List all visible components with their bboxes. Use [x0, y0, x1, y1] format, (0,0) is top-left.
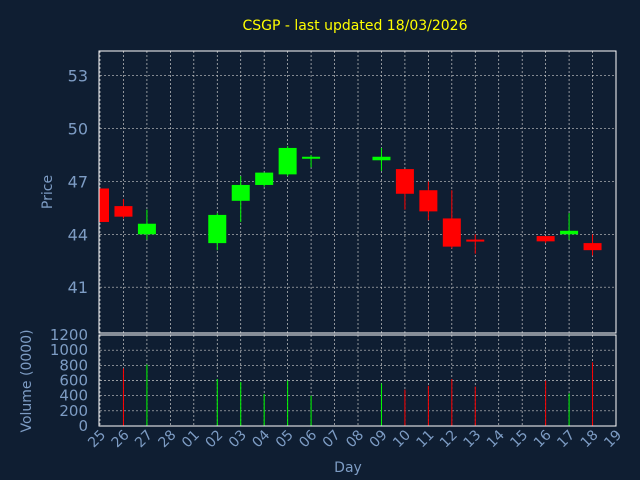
price-grid [99, 51, 617, 333]
x-tick-label: 14 [484, 427, 508, 451]
chart-title: CSGP - last updated 18/03/2026 [243, 18, 468, 34]
price-panel: 41 44 47 50 53 Price [40, 50, 617, 334]
x-tick-label: 07 [320, 427, 344, 451]
candle-body [302, 156, 321, 159]
x-tick-label: 12 [437, 427, 461, 451]
x-tick-label: 13 [460, 427, 484, 451]
candles [99, 146, 602, 256]
candle-body [278, 147, 297, 175]
candle-body [560, 230, 579, 235]
price-tick-label: 50 [68, 120, 88, 139]
candle-body [372, 156, 391, 161]
price-tick-label: 53 [68, 67, 88, 86]
volume-tick-label: 200 [59, 402, 88, 420]
x-axis-ticks: 25 26 27 28 01 02 03 04 05 06 07 08 09 10 11 12 13 14 15 16… [85, 427, 625, 451]
candle-body [231, 184, 250, 201]
x-tick-label: 19 [601, 427, 625, 451]
x-tick-label: 09 [367, 427, 391, 451]
x-tick-label: 03 [226, 427, 250, 451]
x-tick-label: 05 [273, 427, 297, 451]
candle-body [536, 236, 555, 242]
volume-frame [98, 334, 617, 427]
x-tick-label: 26 [109, 427, 133, 451]
x-tick-label: 28 [156, 427, 180, 451]
volume-axis-label: Volume (0000) [19, 329, 35, 432]
volume-tick-label: 800 [59, 356, 88, 374]
volume-tick-label: 400 [59, 387, 88, 405]
x-axis-label: Day [334, 460, 362, 476]
candle-body [419, 190, 438, 212]
x-tick-label: 16 [531, 427, 555, 451]
x-tick-label: 08 [343, 427, 367, 451]
price-y-ticks: 41 44 47 50 53 [68, 67, 88, 297]
price-tick-label: 44 [68, 225, 88, 244]
candle-body [466, 239, 485, 242]
price-axis-label: Price [40, 175, 56, 209]
x-tick-label: 27 [132, 427, 156, 451]
x-tick-label: 01 [179, 427, 203, 451]
volume-tick-label: 0 [78, 417, 88, 435]
candle-body [442, 218, 461, 247]
volume-tick-label: 600 [59, 372, 88, 390]
candle-body [583, 243, 602, 251]
x-tick-label: 02 [202, 427, 226, 451]
candle-body [208, 214, 227, 244]
x-tick-label: 10 [390, 427, 414, 451]
volume-grid [99, 334, 617, 427]
candle-body [114, 206, 133, 217]
x-tick-label: 25 [85, 427, 109, 451]
candle-body [255, 172, 274, 185]
volume-bars [122, 362, 594, 426]
candle-body [395, 169, 414, 194]
volume-tick-label: 1000 [50, 341, 88, 359]
candle-body [137, 223, 156, 235]
volume-tick-label: 1200 [50, 326, 88, 344]
price-tick-label: 41 [68, 278, 88, 297]
x-tick-label: 04 [249, 427, 273, 451]
price-frame [98, 50, 617, 334]
price-tick-label: 47 [68, 172, 88, 191]
x-tick-label: 11 [414, 427, 438, 451]
x-tick-label: 06 [296, 427, 320, 451]
x-tick-label: 15 [507, 427, 531, 451]
x-tick-label: 17 [554, 427, 578, 451]
candle-body [100, 188, 109, 222]
x-tick-label: 18 [578, 427, 602, 451]
